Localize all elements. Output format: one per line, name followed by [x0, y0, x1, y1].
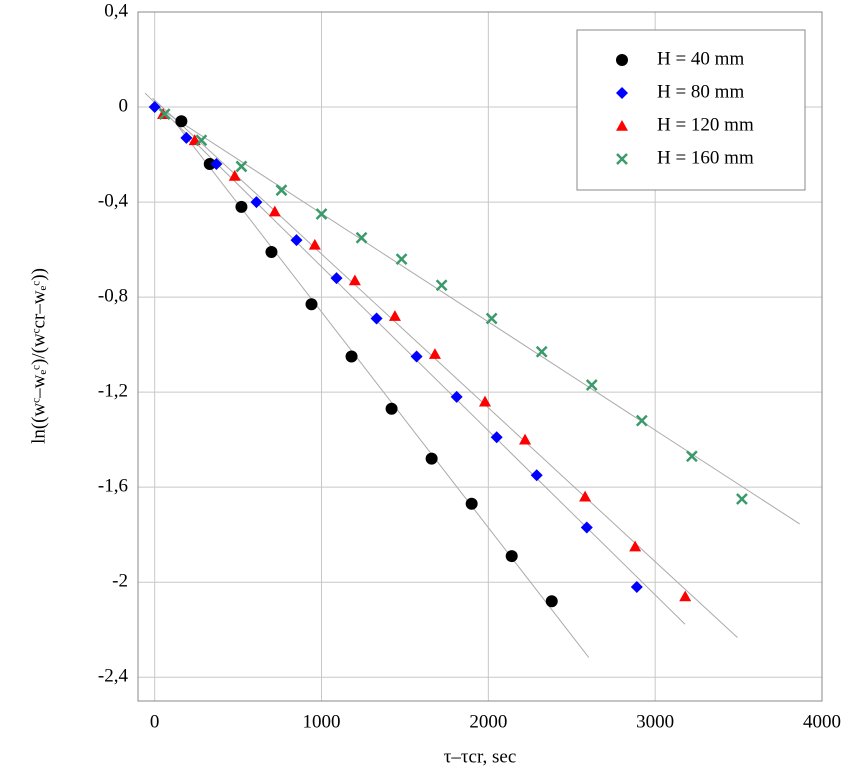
x-tick-label: 1000 — [303, 711, 341, 732]
y-tick-label: -0,4 — [98, 190, 129, 211]
point — [490, 431, 503, 444]
point — [385, 402, 398, 415]
y-axis-label: ln((wᶜ–wₑᶜ)/(wᶜcr–wₑᶜ)) — [28, 268, 49, 444]
y-tick-label: -0,8 — [98, 285, 128, 306]
point — [275, 184, 288, 197]
point — [395, 253, 408, 265]
point — [355, 231, 368, 244]
point — [348, 274, 361, 286]
point — [210, 158, 223, 171]
point — [435, 279, 448, 292]
point — [428, 348, 441, 359]
point — [148, 101, 161, 114]
point — [228, 169, 241, 181]
x-axis-label: τ–τcr, sec — [444, 746, 517, 767]
legend-label: H = 40 mm — [657, 48, 744, 69]
point — [308, 238, 321, 250]
point — [235, 200, 248, 213]
point — [485, 312, 498, 325]
point — [425, 452, 438, 465]
legend-marker — [616, 153, 628, 165]
legend-box — [576, 29, 806, 191]
y-tick-label: -1,6 — [98, 476, 128, 497]
point — [479, 395, 492, 407]
point — [370, 312, 383, 325]
point — [265, 245, 278, 258]
y-tick-label: -2,4 — [98, 666, 129, 687]
legend-marker — [616, 120, 628, 131]
point — [203, 158, 216, 171]
legend-label: H = 120 mm — [657, 114, 754, 135]
point — [315, 208, 328, 220]
legend-marker — [616, 87, 628, 99]
legend-label: H = 160 mm — [657, 147, 754, 168]
point — [305, 298, 318, 311]
fit-line — [152, 97, 738, 638]
point — [535, 345, 548, 358]
x-tick-label: 3000 — [636, 711, 674, 732]
point — [388, 310, 401, 321]
x-tick-label: 0 — [150, 711, 160, 732]
y-tick-label: 0,4 — [104, 0, 128, 21]
point — [629, 540, 642, 552]
y-tick-label: 0 — [119, 95, 129, 116]
legend-label: H = 80 mm — [657, 81, 744, 102]
point — [685, 450, 698, 463]
point — [736, 493, 748, 505]
point — [519, 433, 532, 445]
point — [290, 234, 303, 247]
point — [505, 550, 518, 563]
point — [250, 196, 263, 209]
point — [180, 131, 193, 144]
point — [450, 390, 463, 403]
y-tick-label: -1,2 — [98, 380, 128, 401]
fit-line — [173, 120, 590, 658]
x-tick-label: 4000 — [803, 711, 841, 732]
point — [465, 497, 478, 510]
point — [530, 469, 543, 482]
x-tick-label: 2000 — [469, 711, 507, 732]
point — [630, 580, 643, 593]
fit-line — [152, 103, 800, 525]
y-tick-label: -2 — [112, 571, 128, 592]
point — [585, 379, 598, 391]
point — [679, 590, 692, 602]
point — [235, 160, 248, 173]
point — [580, 521, 593, 534]
point — [345, 350, 358, 363]
point — [158, 108, 171, 121]
point — [545, 595, 558, 608]
point — [175, 115, 188, 128]
point — [268, 205, 281, 217]
point — [635, 414, 648, 427]
point — [410, 350, 423, 363]
plot-frame — [137, 11, 823, 702]
point — [330, 272, 343, 285]
legend-marker — [616, 54, 628, 66]
point — [579, 490, 592, 502]
point — [195, 134, 208, 147]
